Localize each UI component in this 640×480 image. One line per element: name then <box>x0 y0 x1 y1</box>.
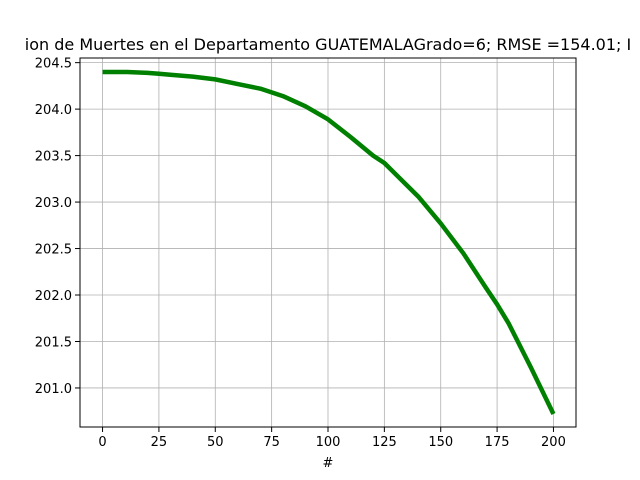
series-layer <box>102 69 556 415</box>
x-tick-label: 75 <box>263 435 280 450</box>
x-axis-label: # <box>323 456 334 471</box>
x-tick-label: 175 <box>485 435 510 450</box>
y-tick-label: 204.5 <box>35 57 72 72</box>
axis-ticks: 0 25 50 75 100 125 150 175 200 201.0 201.5 202.0 202… <box>35 57 566 450</box>
x-tick-label: 200 <box>541 435 566 450</box>
y-tick-label: 203.5 <box>35 150 72 165</box>
chart-title: ion de Muertes en el Departamento GUATEM… <box>25 35 631 54</box>
y-tick-label: 201.0 <box>35 382 72 397</box>
x-tick-label: 0 <box>98 435 106 450</box>
y-tick-label: 201.5 <box>35 335 72 350</box>
x-tick-label: 50 <box>207 435 224 450</box>
y-tick-label: 202.5 <box>35 243 72 258</box>
y-tick-label: 203.0 <box>35 196 72 211</box>
y-tick-label: 204.0 <box>35 103 72 118</box>
series-line <box>102 69 556 415</box>
x-tick-label: 150 <box>428 435 453 450</box>
x-tick-label: 100 <box>316 435 341 450</box>
x-tick-label: 25 <box>151 435 168 450</box>
grid-lines <box>80 58 576 427</box>
y-tick-label: 202.0 <box>35 289 72 304</box>
x-tick-label: 125 <box>372 435 397 450</box>
